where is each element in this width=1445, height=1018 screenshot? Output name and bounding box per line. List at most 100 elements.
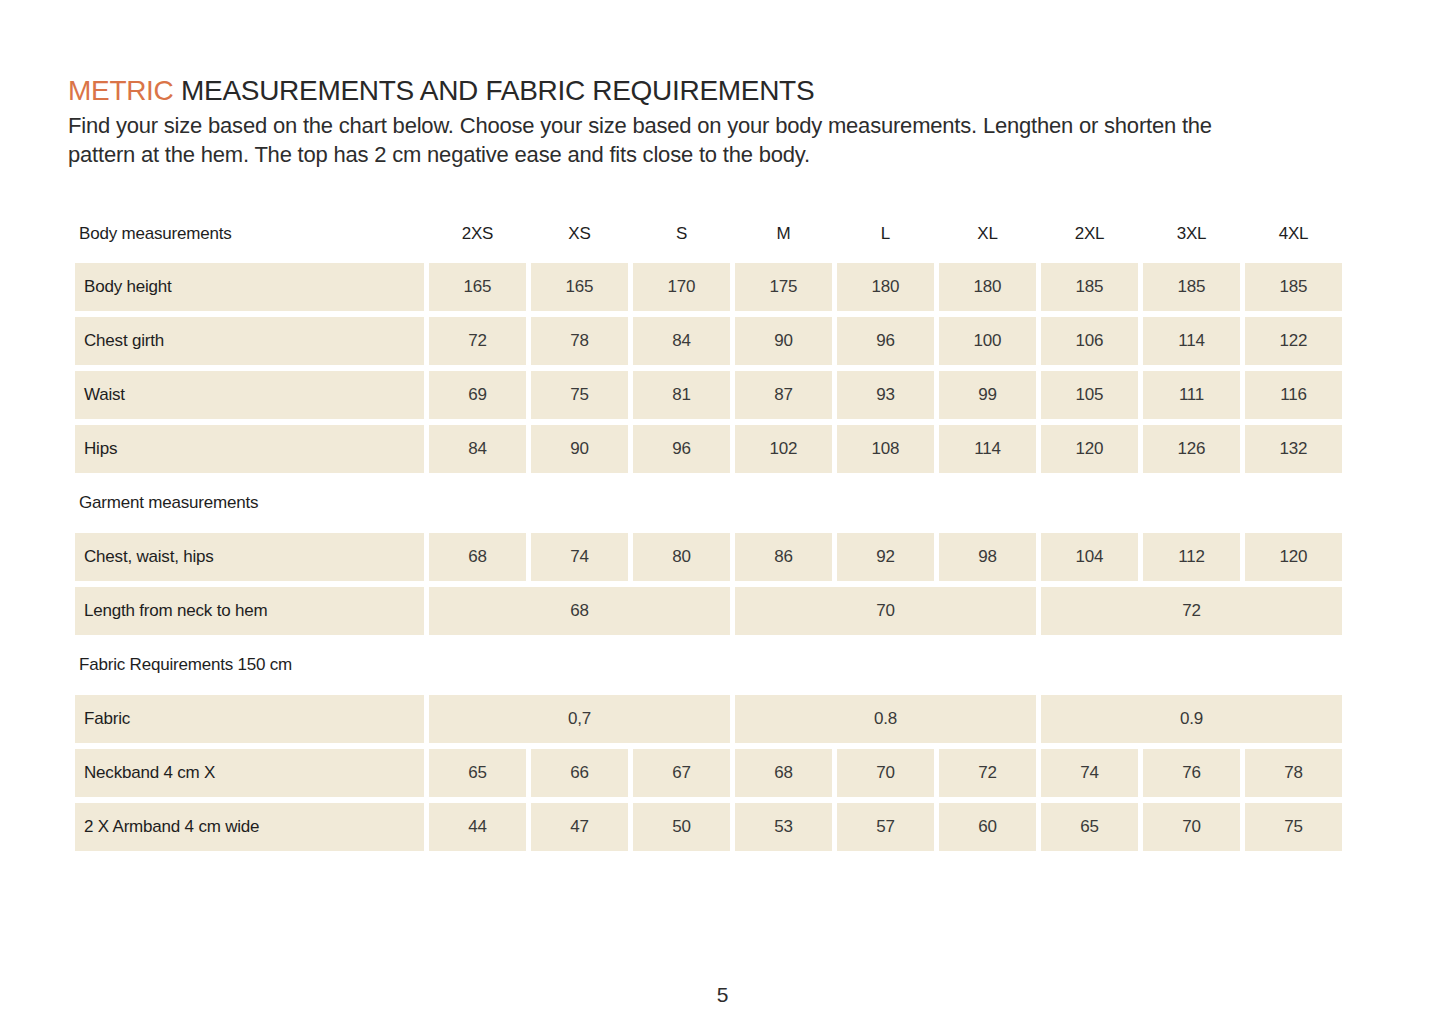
section-heading: Fabric Requirements 150 cm (75, 641, 1342, 689)
value-cell: 84 (633, 317, 730, 365)
row-label: Body height (75, 263, 424, 311)
merged-value-cell: 0.8 (735, 695, 1036, 743)
column-header-size: L (837, 224, 934, 244)
value-cell: 70 (837, 749, 934, 797)
table-row: Chest, waist, hips687480869298104112120 (75, 533, 1342, 581)
table-row: Fabric0,70.80.9 (75, 695, 1342, 743)
merged-value-cell: 0,7 (429, 695, 730, 743)
value-cell: 75 (1245, 803, 1342, 851)
value-cell: 67 (633, 749, 730, 797)
value-cell: 185 (1143, 263, 1240, 311)
table-row: Neckband 4 cm X656667687072747678 (75, 749, 1342, 797)
value-cell: 120 (1245, 533, 1342, 581)
value-cell: 112 (1143, 533, 1240, 581)
value-cell: 70 (1143, 803, 1240, 851)
document-page: METRIC MEASUREMENTS AND FABRIC REQUIREME… (0, 0, 1445, 1018)
section-heading: Garment measurements (75, 479, 1342, 527)
value-cell: 108 (837, 425, 934, 473)
value-cell: 116 (1245, 371, 1342, 419)
row-label: Chest, waist, hips (75, 533, 424, 581)
table-row: Waist697581879399105111116 (75, 371, 1342, 419)
column-header-size: S (633, 224, 730, 244)
row-label: Length from neck to hem (75, 587, 424, 635)
value-cell: 170 (633, 263, 730, 311)
value-cell: 57 (837, 803, 934, 851)
value-cell: 78 (531, 317, 628, 365)
value-cell: 87 (735, 371, 832, 419)
value-cell: 60 (939, 803, 1036, 851)
column-header-size: 2XL (1041, 224, 1138, 244)
table-body: Body height165165170175180180185185185Ch… (75, 263, 1342, 851)
value-cell: 185 (1041, 263, 1138, 311)
table-row: 2 X Armband 4 cm wide444750535760657075 (75, 803, 1342, 851)
column-header-size: 4XL (1245, 224, 1342, 244)
value-cell: 165 (531, 263, 628, 311)
value-cell: 175 (735, 263, 832, 311)
row-label: Fabric (75, 695, 424, 743)
size-chart-table: Body measurements 2XSXSSMLXL2XL3XL4XL Bo… (75, 210, 1342, 857)
value-cell: 90 (531, 425, 628, 473)
value-cell: 96 (837, 317, 934, 365)
column-header-size: 3XL (1143, 224, 1240, 244)
value-cell: 122 (1245, 317, 1342, 365)
value-cell: 74 (1041, 749, 1138, 797)
column-header-size: M (735, 224, 832, 244)
value-cell: 65 (429, 749, 526, 797)
value-cell: 96 (633, 425, 730, 473)
table-row: Length from neck to hem687072 (75, 587, 1342, 635)
value-cell: 132 (1245, 425, 1342, 473)
value-cell: 50 (633, 803, 730, 851)
row-label: Chest girth (75, 317, 424, 365)
value-cell: 93 (837, 371, 934, 419)
value-cell: 66 (531, 749, 628, 797)
value-cell: 104 (1041, 533, 1138, 581)
value-cell: 106 (1041, 317, 1138, 365)
value-cell: 100 (939, 317, 1036, 365)
merged-value-cell: 0.9 (1041, 695, 1342, 743)
value-cell: 126 (1143, 425, 1240, 473)
intro-line: pattern at the hem. The top has 2 cm neg… (68, 140, 1212, 169)
value-cell: 99 (939, 371, 1036, 419)
value-cell: 68 (735, 749, 832, 797)
column-header-body-measurements: Body measurements (75, 224, 424, 244)
row-label: Neckband 4 cm X (75, 749, 424, 797)
page-number: 5 (0, 983, 1445, 1007)
row-label: Waist (75, 371, 424, 419)
page-title: METRIC MEASUREMENTS AND FABRIC REQUIREME… (68, 77, 814, 105)
merged-value-cell: 68 (429, 587, 730, 635)
column-header-size: XL (939, 224, 1036, 244)
value-cell: 86 (735, 533, 832, 581)
value-cell: 120 (1041, 425, 1138, 473)
value-cell: 165 (429, 263, 526, 311)
value-cell: 180 (837, 263, 934, 311)
value-cell: 53 (735, 803, 832, 851)
value-cell: 68 (429, 533, 526, 581)
value-cell: 114 (939, 425, 1036, 473)
merged-value-cell: 72 (1041, 587, 1342, 635)
value-cell: 47 (531, 803, 628, 851)
row-label: Hips (75, 425, 424, 473)
column-header-size: XS (531, 224, 628, 244)
value-cell: 72 (939, 749, 1036, 797)
table-row: Hips849096102108114120126132 (75, 425, 1342, 473)
value-cell: 81 (633, 371, 730, 419)
value-cell: 180 (939, 263, 1036, 311)
value-cell: 111 (1143, 371, 1240, 419)
value-cell: 102 (735, 425, 832, 473)
value-cell: 92 (837, 533, 934, 581)
value-cell: 90 (735, 317, 832, 365)
value-cell: 69 (429, 371, 526, 419)
value-cell: 78 (1245, 749, 1342, 797)
value-cell: 105 (1041, 371, 1138, 419)
title-rest: MEASUREMENTS AND FABRIC REQUIREMENTS (181, 75, 814, 106)
value-cell: 80 (633, 533, 730, 581)
intro-line: Find your size based on the chart below.… (68, 111, 1212, 140)
table-row: Body height165165170175180180185185185 (75, 263, 1342, 311)
table-row: Chest girth7278849096100106114122 (75, 317, 1342, 365)
value-cell: 98 (939, 533, 1036, 581)
value-cell: 44 (429, 803, 526, 851)
value-cell: 185 (1245, 263, 1342, 311)
value-cell: 74 (531, 533, 628, 581)
value-cell: 72 (429, 317, 526, 365)
row-label: 2 X Armband 4 cm wide (75, 803, 424, 851)
